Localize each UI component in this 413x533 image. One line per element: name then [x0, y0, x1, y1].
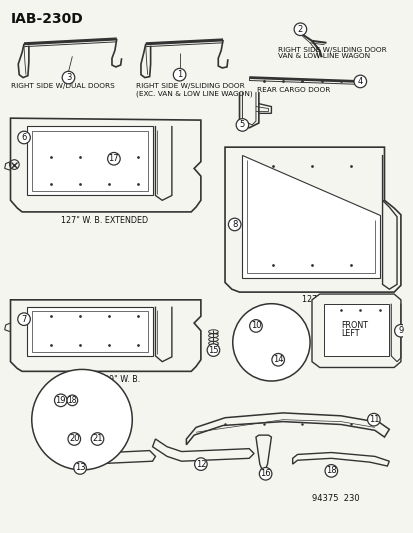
Text: 18: 18 [325, 466, 336, 475]
Text: LEFT: LEFT [340, 329, 358, 338]
Circle shape [173, 68, 185, 81]
Circle shape [68, 433, 81, 445]
Text: 8: 8 [231, 220, 237, 229]
Circle shape [249, 320, 261, 332]
Text: 14: 14 [272, 356, 283, 364]
Polygon shape [242, 155, 379, 278]
Text: 6: 6 [21, 133, 27, 142]
Text: 9: 9 [397, 326, 403, 335]
Circle shape [32, 369, 132, 470]
Circle shape [206, 344, 219, 357]
Circle shape [18, 313, 30, 326]
Text: 17: 17 [108, 154, 119, 163]
Text: 3: 3 [66, 73, 71, 82]
Polygon shape [59, 445, 155, 464]
Polygon shape [27, 306, 152, 356]
Text: REAR CARGO DOOR: REAR CARGO DOOR [256, 87, 330, 93]
Circle shape [18, 131, 30, 144]
Text: 127" W. B. EXTENDED: 127" W. B. EXTENDED [61, 216, 147, 225]
Text: VAN & LOW-LINE WAGON: VAN & LOW-LINE WAGON [278, 53, 369, 59]
Text: FRONT: FRONT [340, 321, 367, 330]
Text: 7: 7 [21, 314, 27, 324]
Text: 109" W. B.: 109" W. B. [99, 375, 140, 384]
Circle shape [324, 465, 337, 477]
Polygon shape [27, 126, 152, 196]
Circle shape [235, 119, 248, 131]
Text: 94375  230: 94375 230 [311, 494, 359, 503]
Polygon shape [292, 453, 388, 466]
Text: 5: 5 [239, 120, 244, 130]
Polygon shape [255, 435, 271, 469]
Polygon shape [311, 294, 400, 367]
Circle shape [91, 433, 104, 445]
Circle shape [232, 304, 309, 381]
Text: 1: 1 [177, 70, 182, 79]
Text: RIGHT SIDE W/DUAL DOORS: RIGHT SIDE W/DUAL DOORS [10, 83, 114, 90]
Circle shape [55, 394, 67, 407]
Text: 2: 2 [297, 25, 302, 34]
Circle shape [194, 458, 206, 471]
Text: 13: 13 [75, 464, 85, 472]
Text: IAB-230D: IAB-230D [10, 12, 83, 26]
Text: RIGHT SIDE W/SLIDING DOOR: RIGHT SIDE W/SLIDING DOOR [278, 47, 386, 53]
Text: (EXC. VAN & LOW LINE WAGON): (EXC. VAN & LOW LINE WAGON) [136, 90, 252, 96]
Text: 20: 20 [69, 434, 79, 443]
Text: 11: 11 [368, 415, 378, 424]
Text: 4: 4 [357, 77, 362, 86]
Circle shape [271, 353, 284, 366]
Text: 21: 21 [92, 434, 102, 443]
Circle shape [62, 71, 75, 84]
Polygon shape [10, 118, 200, 212]
Circle shape [353, 75, 366, 88]
Text: 16: 16 [260, 469, 270, 478]
Polygon shape [186, 413, 388, 445]
Circle shape [394, 325, 406, 337]
Polygon shape [152, 439, 254, 461]
Circle shape [107, 152, 120, 165]
Text: 12: 12 [195, 459, 206, 469]
Text: 15: 15 [208, 345, 218, 354]
Text: RIGHT SIDE W/SLIDING DOOR: RIGHT SIDE W/SLIDING DOOR [136, 83, 244, 90]
Text: 18: 18 [67, 396, 77, 405]
Polygon shape [323, 304, 388, 356]
Circle shape [293, 23, 306, 36]
Circle shape [259, 467, 271, 480]
Circle shape [228, 218, 240, 231]
Text: 19: 19 [55, 396, 66, 405]
Circle shape [74, 462, 86, 474]
Polygon shape [225, 147, 400, 292]
Polygon shape [10, 300, 200, 372]
Circle shape [367, 414, 379, 426]
Text: 127" W. B.: 127" W. B. [301, 295, 343, 304]
Text: 10: 10 [250, 321, 261, 330]
Circle shape [67, 395, 78, 406]
